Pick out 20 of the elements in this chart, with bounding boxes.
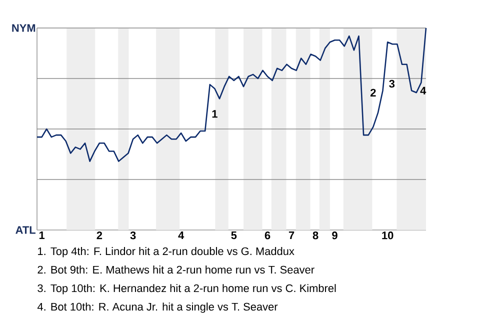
x-tick-label: 3 — [130, 232, 136, 240]
x-tick-label: 9 — [332, 232, 338, 240]
text: NYM — [12, 24, 36, 32]
x-tick-label: 6 — [264, 232, 270, 240]
text: 1. Top 4th: F. Lindor hit a 2-run double vs G. Maddux — [38, 247, 294, 258]
annotation: 1 — [212, 110, 218, 118]
x-tick-label: 10 — [382, 232, 394, 240]
text: 4. Bot 10th: R. Acuna Jr. hit a single vs T. Seaver — [37, 302, 278, 313]
text: ATL — [16, 226, 36, 234]
annotation: 4 — [420, 86, 426, 94]
annotation: 3 — [389, 80, 395, 88]
text: 3. Top 10th: K. Hernandez hit a 2-run home run vs C. Kimbrel — [38, 284, 336, 294]
x-tick-label: 4 — [178, 232, 184, 240]
annotation: 2 — [370, 88, 376, 96]
x-tick-label: 2 — [96, 232, 102, 240]
x-tick-label: 8 — [312, 232, 318, 240]
x-tick-label: 5 — [231, 232, 237, 240]
x-tick-label: 1 — [39, 232, 45, 240]
x-tick-label: 7 — [288, 232, 294, 240]
text: 2. Bot 9th: E. Mathews hit a 2-run home run vs T. Seaver — [38, 266, 314, 274]
